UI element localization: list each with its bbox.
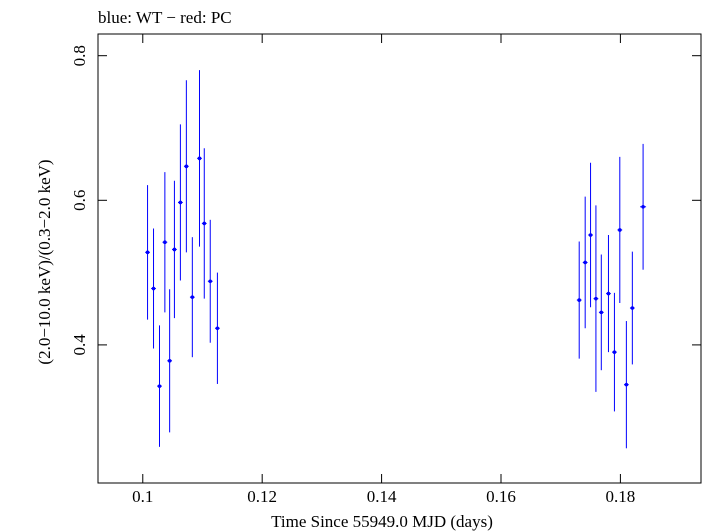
data-marker xyxy=(612,350,617,354)
data-marker xyxy=(618,228,622,232)
data-point xyxy=(606,235,611,353)
data-marker xyxy=(202,221,207,226)
data-point xyxy=(151,228,156,349)
x-tick-label: 0.18 xyxy=(606,487,636,506)
data-point xyxy=(162,172,168,313)
data-point xyxy=(189,237,195,358)
data-point xyxy=(183,80,189,253)
data-point xyxy=(145,185,150,320)
y-axis-label: (2.0−10.0 keV)/(0.3−2.0 keV) xyxy=(35,159,54,364)
data-marker xyxy=(208,279,213,284)
data-marker xyxy=(184,164,189,169)
data-point xyxy=(207,219,213,343)
data-point xyxy=(178,124,183,281)
data-marker xyxy=(577,298,582,302)
data-marker xyxy=(178,200,183,205)
data-point xyxy=(617,156,623,303)
plot-frame xyxy=(97,33,702,484)
data-marker xyxy=(167,359,172,363)
data-marker xyxy=(583,260,587,265)
data-point xyxy=(612,292,617,412)
data-marker xyxy=(624,382,629,387)
chart-title: blue: WT − red: PC xyxy=(98,8,232,27)
data-point xyxy=(157,325,162,447)
y-tick-label: 0.8 xyxy=(70,45,89,66)
data-marker xyxy=(157,384,162,388)
data-point xyxy=(201,148,207,299)
x-axis-label: Time Since 55949.0 MJD (days) xyxy=(271,512,493,531)
data-marker xyxy=(151,286,156,291)
data-point xyxy=(629,251,635,365)
data-marker xyxy=(606,291,611,296)
data-point xyxy=(197,70,202,247)
y-axis: 0.4 0.6 0.8 xyxy=(70,45,701,356)
y-tick-label: 0.4 xyxy=(70,334,89,356)
data-point xyxy=(215,272,220,384)
data-series-wt xyxy=(145,70,647,449)
data-marker xyxy=(197,156,202,161)
data-point xyxy=(172,180,177,319)
data-point xyxy=(576,241,582,359)
data-marker xyxy=(641,205,645,209)
data-point xyxy=(582,196,588,329)
data-marker xyxy=(588,233,593,237)
data-marker xyxy=(594,296,598,301)
data-marker xyxy=(599,310,604,315)
x-tick-label: 0.16 xyxy=(486,487,516,506)
x-tick-label: 0.12 xyxy=(247,487,277,506)
x-tick-label: 0.1 xyxy=(132,487,153,506)
x-tick-label: 0.14 xyxy=(367,487,397,506)
data-marker xyxy=(215,326,220,331)
data-marker xyxy=(630,306,635,310)
data-marker xyxy=(172,247,177,252)
data-point xyxy=(588,162,593,308)
data-point xyxy=(598,254,604,371)
data-marker xyxy=(145,250,150,255)
y-tick-label: 0.6 xyxy=(70,190,89,211)
data-point xyxy=(593,205,599,392)
data-point xyxy=(640,143,647,270)
data-point xyxy=(623,321,629,449)
data-marker xyxy=(163,240,167,245)
data-point xyxy=(167,289,173,433)
x-axis: 0.1 0.12 0.14 0.16 0.18 xyxy=(132,34,635,506)
data-marker xyxy=(190,295,195,299)
